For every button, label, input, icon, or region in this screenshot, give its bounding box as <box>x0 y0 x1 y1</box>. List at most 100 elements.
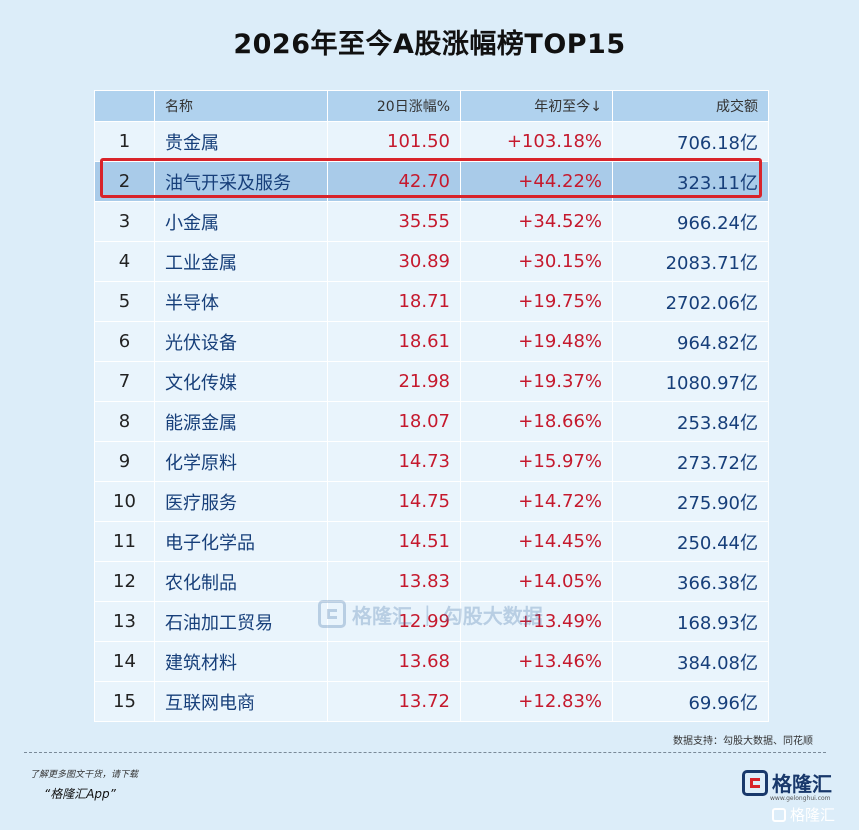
cell-change-20d: 14.51 <box>327 521 461 562</box>
cell-name: 能源金属 <box>154 401 328 442</box>
cell-ytd: +12.83% <box>460 681 613 722</box>
cell-rank: 2 <box>94 161 155 202</box>
gelonghui-logo-icon <box>742 769 768 796</box>
social-brand: 格隆汇 <box>772 804 835 825</box>
cell-change-20d: 18.71 <box>327 281 461 322</box>
header-name[interactable]: 名称 <box>154 90 328 122</box>
cell-rank: 4 <box>94 241 155 282</box>
cell-ytd: +13.46% <box>460 641 613 682</box>
cell-name: 光伏设备 <box>154 321 328 362</box>
cell-name: 石油加工贸易 <box>154 601 328 642</box>
cell-rank: 6 <box>94 321 155 362</box>
cell-change-20d: 14.75 <box>327 481 461 522</box>
table-row[interactable]: 11 电子化学品 14.51 +14.45% 250.44亿 <box>94 521 769 562</box>
footer-note: 了解更多图文干货，请下载 <box>30 770 139 780</box>
cell-change-20d: 13.72 <box>327 681 461 722</box>
table-row[interactable]: 2 油气开采及服务 42.70 +44.22% 323.11亿 <box>94 161 769 202</box>
cell-rank: 5 <box>94 281 155 322</box>
cell-rank: 10 <box>94 481 155 522</box>
header-change-20d[interactable]: 20日涨幅% <box>327 90 461 122</box>
cell-name: 油气开采及服务 <box>154 161 328 202</box>
table-row[interactable]: 8 能源金属 18.07 +18.66% 253.84亿 <box>94 401 769 442</box>
cell-ytd: +14.72% <box>460 481 613 522</box>
cell-volume: 69.96亿 <box>612 681 769 722</box>
cell-change-20d: 13.68 <box>327 641 461 682</box>
cell-volume: 966.24亿 <box>612 201 769 242</box>
table-row[interactable]: 7 文化传媒 21.98 +19.37% 1080.97亿 <box>94 361 769 402</box>
header-ytd[interactable]: 年初至今↓ <box>460 90 613 122</box>
table-row[interactable]: 14 建筑材料 13.68 +13.46% 384.08亿 <box>94 641 769 682</box>
cell-rank: 15 <box>94 681 155 722</box>
cell-name: 贵金属 <box>154 121 328 162</box>
footer-brand-text: 格隆汇 <box>772 772 832 796</box>
cell-ytd: +18.66% <box>460 401 613 442</box>
cell-ytd: +19.75% <box>460 281 613 322</box>
cell-change-20d: 18.07 <box>327 401 461 442</box>
cell-rank: 1 <box>94 121 155 162</box>
cell-volume: 706.18亿 <box>612 121 769 162</box>
cell-change-20d: 30.89 <box>327 241 461 282</box>
table-row[interactable]: 3 小金属 35.55 +34.52% 966.24亿 <box>94 201 769 242</box>
cell-volume: 964.82亿 <box>612 321 769 362</box>
cell-ytd: +19.48% <box>460 321 613 362</box>
cell-change-20d: 42.70 <box>327 161 461 202</box>
cell-ytd: +34.52% <box>460 201 613 242</box>
footer-brand: 格隆汇 <box>742 768 832 797</box>
cell-change-20d: 101.50 <box>327 121 461 162</box>
ranking-table: 名称 20日涨幅% 年初至今↓ 成交额 1 贵金属 101.50 +103.18% 70… <box>94 90 769 722</box>
cell-ytd: +15.97% <box>460 441 613 482</box>
cell-change-20d: 21.98 <box>327 361 461 402</box>
cell-rank: 7 <box>94 361 155 402</box>
cell-rank: 11 <box>94 521 155 562</box>
cell-rank: 12 <box>94 561 155 602</box>
cell-volume: 366.38亿 <box>612 561 769 602</box>
cell-volume: 384.08亿 <box>612 641 769 682</box>
cell-change-20d: 18.61 <box>327 321 461 362</box>
table-row[interactable]: 6 光伏设备 18.61 +19.48% 964.82亿 <box>94 321 769 362</box>
cell-volume: 1080.97亿 <box>612 361 769 402</box>
cell-ytd: +13.49% <box>460 601 613 642</box>
cell-ytd: +19.37% <box>460 361 613 402</box>
table-row[interactable]: 4 工业金属 30.89 +30.15% 2083.71亿 <box>94 241 769 282</box>
table-header-row: 名称 20日涨幅% 年初至今↓ 成交额 <box>94 90 769 122</box>
cell-ytd: +103.18% <box>460 121 613 162</box>
cell-volume: 250.44亿 <box>612 521 769 562</box>
cell-ytd: +30.15% <box>460 241 613 282</box>
cell-volume: 2702.06亿 <box>612 281 769 322</box>
footer-app-name[interactable]: “格隆汇App” <box>44 787 116 801</box>
cell-rank: 8 <box>94 401 155 442</box>
cell-name: 工业金属 <box>154 241 328 282</box>
cell-rank: 9 <box>94 441 155 482</box>
cell-name: 半导体 <box>154 281 328 322</box>
source-note: 数据支持：勾股大数据、同花顺 <box>673 736 813 747</box>
table-row[interactable]: 5 半导体 18.71 +19.75% 2702.06亿 <box>94 281 769 322</box>
table-row[interactable]: 9 化学原料 14.73 +15.97% 273.72亿 <box>94 441 769 482</box>
table-row[interactable]: 10 医疗服务 14.75 +14.72% 275.90亿 <box>94 481 769 522</box>
table-row[interactable]: 1 贵金属 101.50 +103.18% 706.18亿 <box>94 121 769 162</box>
header-volume[interactable]: 成交额 <box>612 90 769 122</box>
cell-change-20d: 14.73 <box>327 441 461 482</box>
cell-volume: 2083.71亿 <box>612 241 769 282</box>
cell-ytd: +14.05% <box>460 561 613 602</box>
cell-name: 建筑材料 <box>154 641 328 682</box>
cell-name: 文化传媒 <box>154 361 328 402</box>
cell-change-20d: 12.99 <box>327 601 461 642</box>
cell-name: 小金属 <box>154 201 328 242</box>
cell-volume: 168.93亿 <box>612 601 769 642</box>
cell-name: 医疗服务 <box>154 481 328 522</box>
table-row[interactable]: 15 互联网电商 13.72 +12.83% 69.96亿 <box>94 681 769 722</box>
footer-brand-url: www.gelonghui.com <box>770 795 831 802</box>
table-row[interactable]: 13 石油加工贸易 12.99 +13.49% 168.93亿 <box>94 601 769 642</box>
cell-volume: 323.11亿 <box>612 161 769 202</box>
cell-name: 互联网电商 <box>154 681 328 722</box>
social-brand-text: 格隆汇 <box>790 806 836 824</box>
table-row[interactable]: 12 农化制品 13.83 +14.05% 366.38亿 <box>94 561 769 602</box>
cell-name: 农化制品 <box>154 561 328 602</box>
cell-ytd: +44.22% <box>460 161 613 202</box>
header-rank[interactable] <box>94 90 155 122</box>
cell-change-20d: 35.55 <box>327 201 461 242</box>
cell-name: 电子化学品 <box>154 521 328 562</box>
footer-divider <box>24 752 826 753</box>
cell-change-20d: 13.83 <box>327 561 461 602</box>
cell-ytd: +14.45% <box>460 521 613 562</box>
